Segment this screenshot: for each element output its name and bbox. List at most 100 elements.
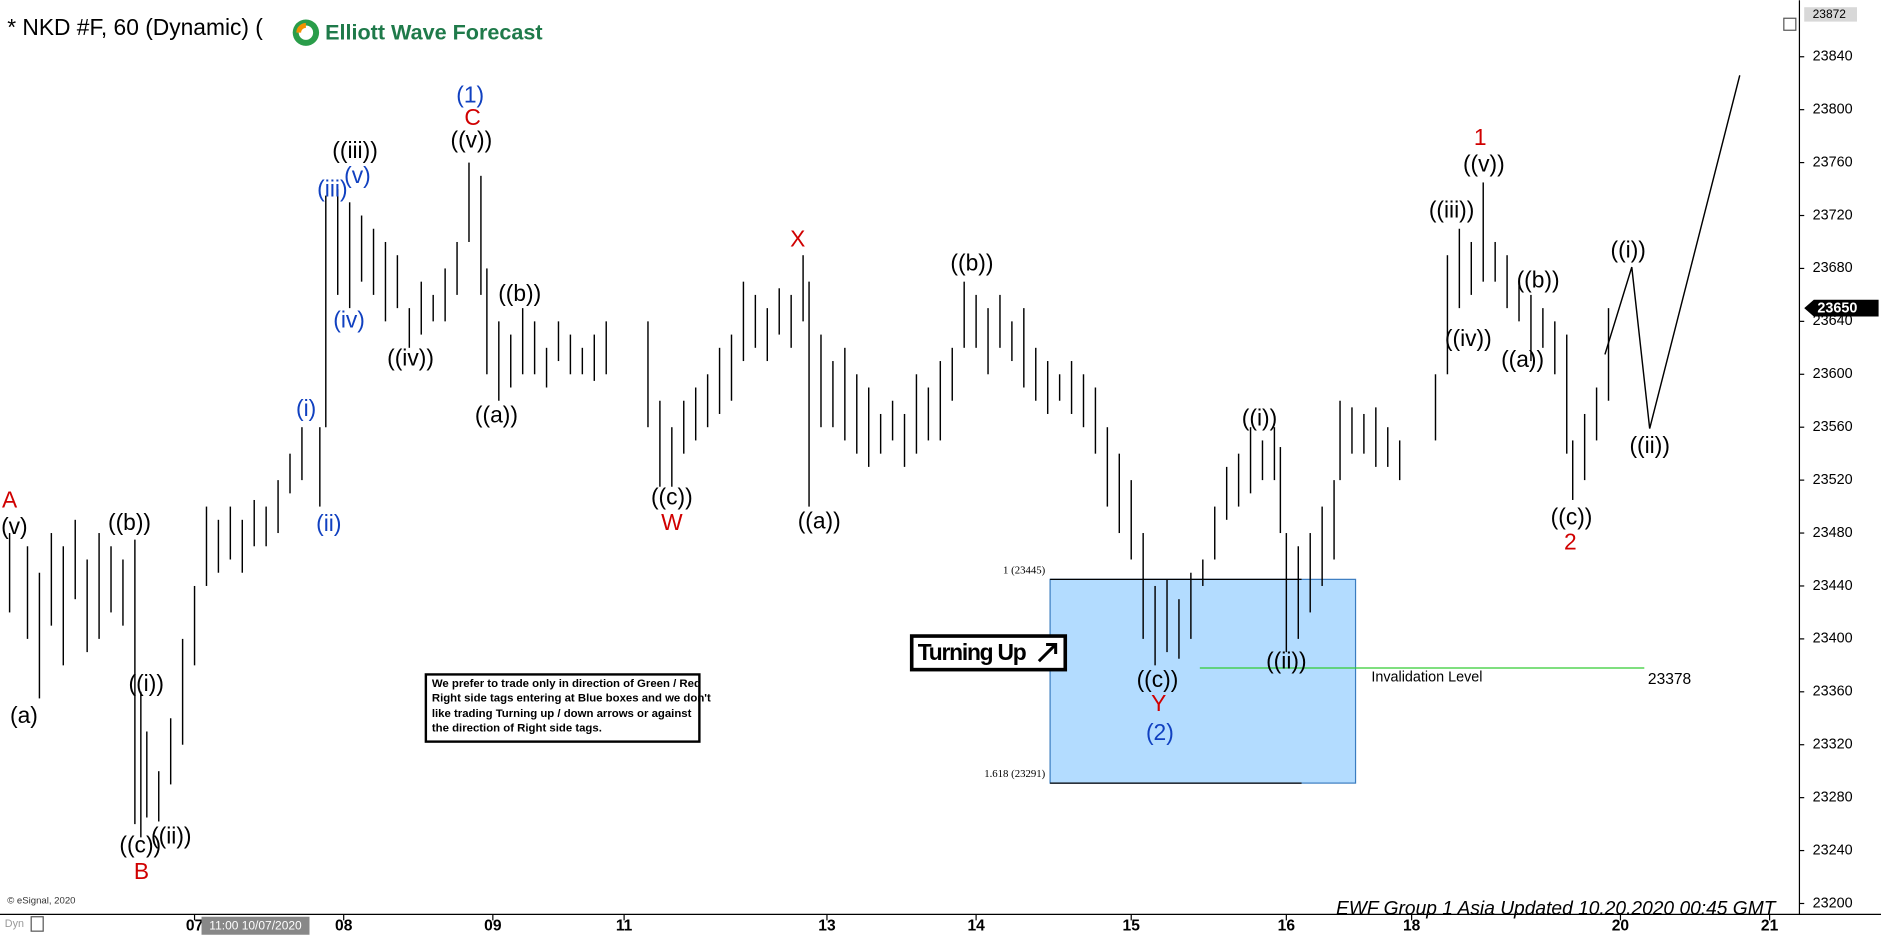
wave-label: ((c)) (1137, 666, 1179, 692)
y-tick-label: 23240 (1813, 842, 1853, 858)
wave-label: (ii) (316, 510, 341, 536)
wave-label: ((c)) (119, 832, 161, 858)
window-icon (1783, 17, 1797, 31)
wave-label: B (134, 858, 149, 884)
wave-label: ((ii)) (151, 822, 191, 848)
logo-text: Elliott Wave Forecast (325, 20, 542, 45)
wave-label: ((ii)) (1629, 432, 1669, 458)
x-tick-label: 15 (1123, 917, 1141, 934)
wave-label: ((i)) (129, 670, 164, 696)
zone-layer: 1 (23445) 1.618 (23291) Invalidation Level… (984, 564, 1691, 784)
wave-label: (iv) (333, 306, 365, 332)
invalidation-label: Invalidation Level (1371, 669, 1482, 685)
x-tick-label: 11 (616, 917, 633, 934)
x-tick-label: 07 (186, 917, 203, 934)
x-tick-label: 18 (1403, 917, 1421, 934)
note-line: like trading Turning up / down arrows or… (432, 708, 692, 720)
y-tick-label: 23200 (1813, 895, 1853, 911)
copyright: © eSignal, 2020 (7, 896, 75, 907)
wave-label: ((b)) (950, 249, 993, 275)
wave-label: ((i)) (1242, 404, 1277, 430)
x-tick-label: 13 (818, 917, 836, 934)
note-line: Right side tags entering at Blue boxes a… (432, 692, 711, 704)
top-price-label: 23872 (1813, 7, 1847, 21)
wave-label: ((a)) (798, 507, 841, 533)
wave-label: ((c)) (651, 484, 693, 510)
wave-label: A (2, 486, 18, 512)
corner-icon (30, 916, 44, 932)
top-price-box (1804, 7, 1858, 22)
x-tick-label: 16 (1278, 917, 1296, 934)
wave-label: ((v)) (1463, 150, 1505, 176)
y-tick-label: 23720 (1813, 207, 1853, 223)
corner-label: Dyn (5, 918, 24, 930)
wave-label: (a) (10, 702, 38, 728)
note-line: We prefer to trade only in direction of … (432, 678, 701, 690)
footer: EWF Group 1 Asia Updated 10.20.2020 00:4… (1336, 899, 1777, 920)
note-box (424, 673, 701, 743)
wave-label: ((a)) (1501, 346, 1544, 372)
badge-text: Turning Up (918, 639, 1026, 665)
wave-label: (v) (344, 162, 371, 188)
current-price-label: 23650 (1817, 301, 1857, 317)
wave-label: ((b)) (1517, 267, 1560, 293)
y-tick-label: 23800 (1813, 101, 1853, 117)
wave-label: 2 (1564, 529, 1577, 555)
wave-label: ((b)) (108, 509, 151, 535)
wave-label: (v) (1, 513, 28, 539)
wave-label: C (464, 104, 480, 130)
y-tick-label: 23760 (1813, 154, 1853, 170)
y-tick-label: 23560 (1813, 419, 1853, 435)
badge-box (909, 634, 1068, 672)
y-tick-label: 23640 (1813, 313, 1853, 329)
wave-label: 1 (1474, 124, 1487, 150)
wave-label: Y (1151, 690, 1166, 716)
y-tick-label: 23840 (1813, 49, 1853, 65)
wave-label: (2) (1146, 719, 1174, 745)
y-tick-label: 23600 (1813, 366, 1853, 382)
x-tick-label: 21 (1761, 917, 1779, 934)
wave-label: ((iv)) (1445, 325, 1492, 351)
y-tick-label: 23280 (1813, 789, 1853, 805)
y-tick-label: 23360 (1813, 684, 1853, 700)
badge-arrow (1037, 642, 1058, 663)
y-tick-label: 23320 (1813, 737, 1853, 753)
wave-label: (iii) (317, 175, 347, 201)
wave-label: ((i)) (1610, 236, 1645, 262)
y-tick-label: 23440 (1813, 578, 1853, 594)
x-tick-label: 09 (484, 917, 502, 934)
wave-label: W (661, 509, 683, 535)
y-tick-label: 23400 (1813, 631, 1853, 647)
wave-label: ((v)) (450, 126, 492, 152)
y-tick-label: 23480 (1813, 525, 1853, 541)
wave-label: (i) (296, 395, 316, 421)
wave-label: X (790, 226, 805, 252)
x-tick-label: 14 (967, 917, 985, 934)
logo-icon (296, 23, 307, 33)
wave-label: ((b)) (498, 280, 541, 306)
fib-zone (1049, 578, 1357, 784)
y-tick-label: 23680 (1813, 260, 1853, 276)
x-tick-label: 08 (335, 917, 353, 934)
note-line: the direction of Right side tags. (432, 722, 602, 734)
y-tick-label: 23520 (1813, 472, 1853, 488)
wave-label: ((ii)) (1266, 648, 1306, 674)
x-tick-label: 20 (1612, 917, 1630, 934)
zone-bottom-label: 1.618 (23291) (984, 768, 1045, 780)
zone-top-label: 1 (23445) (1003, 564, 1046, 576)
projection-path (1604, 75, 1741, 429)
current-price-box (1804, 299, 1879, 317)
symbol-title: * NKD #F, 60 (Dynamic) ( (7, 14, 263, 40)
bars-layer (8, 162, 1610, 838)
cursor-label: 11:00 10/07/2020 (209, 919, 302, 933)
wave-label: ((iii)) (332, 137, 378, 163)
wave-label: (1) (456, 81, 484, 107)
wave-label: ((c)) (1551, 504, 1593, 530)
invalidation-value: 23378 (1648, 671, 1691, 688)
cursor-box (201, 916, 310, 935)
wave-label: ((iii)) (1429, 197, 1475, 223)
wave-label: ((a)) (475, 402, 518, 428)
logo-bg (285, 12, 564, 54)
